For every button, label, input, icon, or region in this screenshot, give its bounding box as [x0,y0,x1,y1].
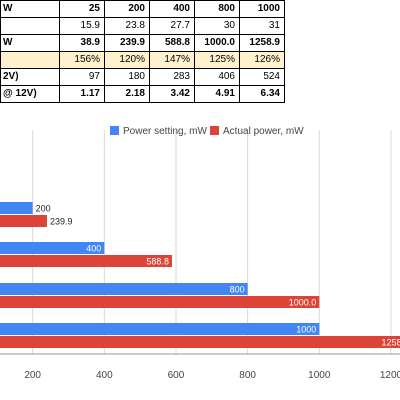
table-cell: 6.34 [239,85,285,103]
table-cell: 1.17 [59,85,105,103]
x-tick-label: 1200 [380,370,400,381]
table-cell: 283 [149,68,195,86]
data-table-container: W 25 200 400 800 1000 15.9 23.8 27.7 30 31 W 38.9 239… [0,0,314,103]
table-row: 2V) 97 180 283 406 524 [0,68,285,86]
bar-value-label: 800 [230,285,245,295]
table-cell: 588.8 [149,34,195,52]
row-label [0,51,60,69]
row-label: W [0,34,60,52]
bar-value-label: 239.9 [50,217,73,227]
table-row: 15.9 23.8 27.7 30 31 [0,17,285,35]
legend-label: Power setting, mW [123,126,207,137]
table-cell: 2.18 [104,85,150,103]
bar-value-label: 1000 [296,325,316,335]
bar [0,336,400,348]
bar [0,215,47,227]
table-cell: 406 [194,68,240,86]
table-cell: 38.9 [59,34,105,52]
legend-swatch [210,126,219,135]
x-tick-label: 200 [24,370,41,381]
table-cell: 400 [149,0,195,18]
legend-swatch [110,126,119,135]
legend-label: Actual power, mW [223,126,304,137]
row-label: 2V) [0,68,60,86]
table-cell: 27.7 [149,17,195,35]
table-cell: 120% [104,51,150,69]
table-cell: 180 [104,68,150,86]
table-cell: 25 [59,0,105,18]
table-cell: 1000.0 [194,34,240,52]
bar [0,283,248,295]
x-tick-label: 600 [168,370,185,381]
bar [0,296,320,308]
bar [0,255,172,267]
table-cell: 126% [239,51,285,69]
data-table: W 25 200 400 800 1000 15.9 23.8 27.7 30 31 W 38.9 239… [0,0,285,103]
table-row: W 25 200 400 800 1000 [0,0,285,18]
table-cell: 800 [194,0,240,18]
bar-value-label: 200 [36,204,51,214]
table-cell: 147% [149,51,195,69]
table-cell: 23.8 [104,17,150,35]
table-cell: 156% [59,51,105,69]
table-row: W 38.9 239.9 588.8 1000.0 1258.9 [0,34,285,52]
table-cell: 1000 [239,0,285,18]
bar-value-label: 588.8 [146,257,169,267]
table-cell: 524 [239,68,285,86]
table-cell: 239.9 [104,34,150,52]
table-row: 156% 120% 147% 125% 126% [0,51,285,69]
bar-value-label: 1000.0 [289,298,317,308]
table-cell: 30 [194,17,240,35]
x-tick-label: 400 [96,370,113,381]
table-cell: 4.91 [194,85,240,103]
x-tick-label: 800 [239,370,256,381]
bar [0,202,33,214]
table-cell: 1258.9 [239,34,285,52]
table-row: @ 12V) 1.17 2.18 3.42 4.91 6.34 [0,85,285,103]
row-label: @ 12V) [0,85,60,103]
table-cell: 15.9 [59,17,105,35]
row-label [0,17,60,35]
bar-chart: Power setting, mW Actual power, mW 200 239… [0,126,400,381]
table-cell: 200 [104,0,150,18]
x-tick-label: 1000 [308,370,331,381]
bar-value-label: 400 [86,244,101,254]
table-cell: 97 [59,68,105,86]
table-cell: 31 [239,17,285,35]
bar [0,242,105,254]
table-cell: 3.42 [149,85,195,103]
row-label: W [0,0,60,18]
bar [0,323,320,335]
table-cell: 125% [194,51,240,69]
bar-value-label: 1258.9 [382,338,400,348]
